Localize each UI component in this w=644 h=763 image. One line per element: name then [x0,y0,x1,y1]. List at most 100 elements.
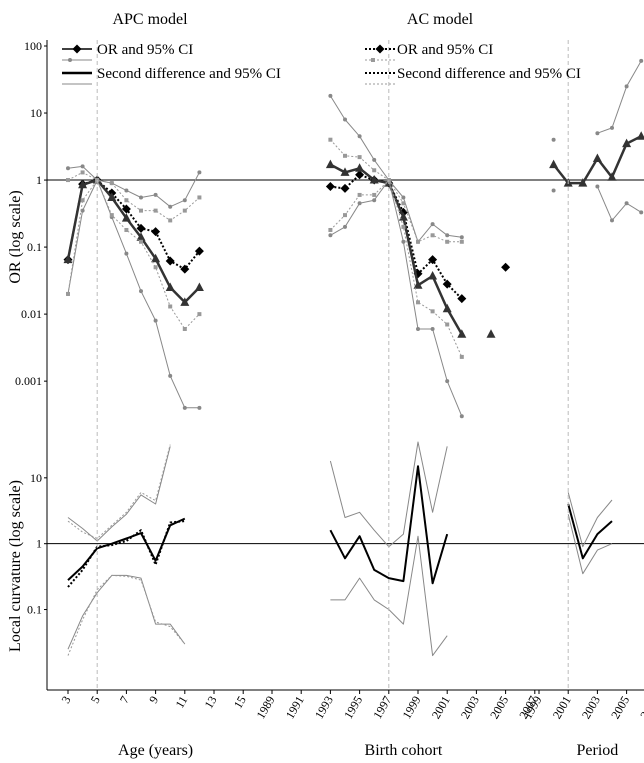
triangle-marker [369,175,379,184]
series-line [567,503,613,560]
series-line [67,444,171,539]
circle-marker [357,134,362,139]
group-label: Birth cohort [365,742,443,759]
series-line [330,139,462,243]
diamond-marker [194,246,204,256]
square-marker [459,354,464,359]
circle-marker [343,224,347,229]
square-marker [401,224,406,229]
circle-marker [124,251,129,256]
diamond-marker [340,183,350,193]
diamond-marker [428,255,438,265]
series-line [597,60,642,134]
x-tick-label: 11 [172,694,190,711]
square-marker [139,208,143,213]
series-line [67,171,200,221]
circle-marker [610,218,614,223]
circle-marker [168,373,173,378]
y-tick-label: 0.001 [15,374,42,388]
group-label: Age (years) [118,742,193,759]
square-marker [372,192,377,197]
circle-marker [372,198,377,203]
diamond-marker [442,279,452,289]
square-marker [445,322,450,327]
x-tick-label: 1991 [283,694,307,722]
x-tick-label: 1999 [399,694,423,722]
square-marker [343,153,347,158]
circle-marker [401,195,406,200]
square-marker [66,291,70,296]
triangle-marker [136,232,146,241]
x-tick-label: 1993 [312,694,336,722]
series-line [67,179,200,409]
legend-label: OR and 95% CI [397,42,493,58]
square-marker [197,312,202,317]
circle-marker [139,289,143,294]
square-marker [371,58,375,62]
circle-marker [624,84,629,89]
triangle-marker [549,159,559,169]
triangle-marker [180,297,190,306]
square-marker [124,198,129,203]
y-tick-label: 0.1 [27,603,42,617]
circle-marker [610,125,614,130]
square-marker [357,192,362,197]
circle-marker [416,326,420,331]
square-marker [168,304,173,309]
circle-marker [624,201,629,206]
circle-marker [328,93,333,98]
x-tick-label: 2003 [458,694,482,722]
triangle-marker [121,213,131,222]
circle-marker [595,131,600,136]
triangle-marker [413,280,423,289]
square-marker [197,195,202,200]
square-marker [328,137,333,142]
legend-title: AC model [407,11,474,28]
triangle-marker [63,254,73,264]
series-line [67,574,186,650]
square-marker [168,218,173,223]
diamond-marker [180,264,190,274]
series-line [567,492,613,548]
circle-marker [182,198,187,203]
diamond-marker [165,256,175,266]
plot-area [63,58,644,419]
x-tick-label: 2007 [637,694,644,722]
x-tick-label: 2003 [579,694,603,722]
triangle-marker [78,179,88,189]
series-line [67,574,186,656]
square-marker [416,300,420,305]
circle-marker [357,201,362,206]
x-tick-label: 7 [117,694,132,706]
square-marker [430,309,435,314]
circle-marker [328,233,333,238]
square-marker [124,227,129,232]
triangle-marker [636,131,644,140]
series-line [67,517,186,581]
triangle-marker [486,329,496,338]
circle-marker [197,170,202,175]
square-marker [153,208,158,213]
legend-label: OR and 95% CI [97,42,193,58]
square-marker [372,168,377,173]
diamond-marker [501,262,511,272]
circle-marker [551,188,556,193]
series-line [330,165,491,335]
series-line [67,446,171,542]
y-tick-label: 10 [30,106,42,120]
square-marker [153,265,158,270]
square-marker [430,233,435,238]
diamond-marker [151,227,161,237]
series-line [67,165,200,208]
triangle-marker [622,138,632,148]
y-axis-label: Local curvature (log scale) [7,480,24,652]
circle-marker [401,239,406,244]
series-line [66,178,201,304]
y-tick-label: 1 [36,537,42,551]
triangle-marker [442,303,452,313]
x-tick-label: 1995 [341,694,365,722]
diamond-marker [121,204,131,214]
diamond-marker [136,223,146,233]
x-tick-label: 1999 [520,694,544,722]
